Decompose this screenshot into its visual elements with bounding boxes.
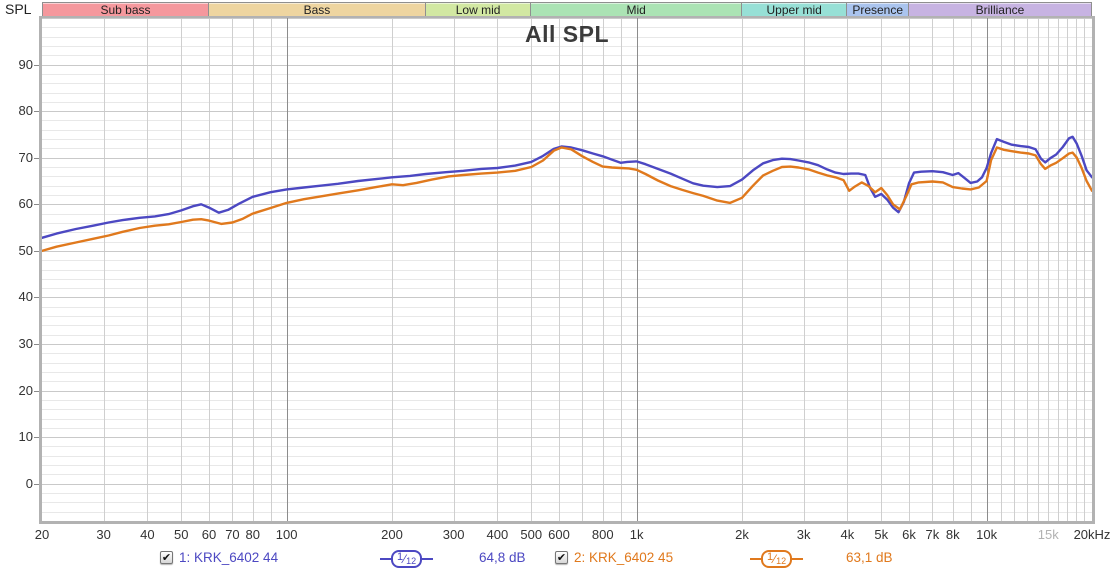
plot-area[interactable] — [39, 16, 1095, 524]
x-tick-label: 3k — [796, 527, 811, 542]
x-tick-label: 500 — [520, 527, 543, 542]
band-brilliance: Brilliance — [908, 2, 1092, 17]
x-tick-label: 1k — [629, 527, 644, 542]
band-label: Bass — [303, 2, 331, 17]
smoothing-badge-2[interactable]: 1 ⁄ 12 — [750, 550, 804, 568]
x-tick-label: 4k — [840, 527, 855, 542]
x-tick-label: 30 — [96, 527, 111, 542]
y-tick-mark — [34, 390, 39, 392]
y-tick-label: 60 — [18, 196, 33, 212]
y-tick-mark — [34, 64, 39, 66]
x-tick-label: 15k — [1037, 527, 1059, 542]
y-tick-label: 90 — [18, 56, 33, 72]
legend-label-1[interactable]: 1: KRK_6402 44 — [179, 550, 279, 565]
badge-wire-right — [792, 558, 804, 560]
y-tick-mark — [34, 344, 39, 346]
x-tick-label: 60 — [201, 527, 217, 542]
band-sub-bass: Sub bass — [42, 2, 209, 17]
band-bass: Bass — [208, 2, 426, 17]
badge-wire-right — [422, 558, 434, 560]
x-tick-label: 70 — [225, 527, 240, 542]
y-tick-mark — [34, 483, 39, 485]
smoothing-fraction: 1 ⁄ 12 — [761, 550, 793, 568]
x-tick-label: 6k — [902, 527, 916, 542]
legend-checkbox-2[interactable]: ✔ — [555, 551, 568, 564]
y-tick-mark — [34, 111, 39, 113]
spl-chart[interactable] — [42, 18, 1092, 521]
band-label: Upper mid — [766, 2, 822, 17]
frequency-band-strip: Sub bass Bass Low mid Mid Upper mid Presence B… — [42, 2, 1092, 17]
legend-value-2: 63,1 dB — [846, 550, 893, 565]
legend-checkbox-1[interactable]: ✔ — [160, 551, 173, 564]
y-axis-title: SPL — [5, 1, 32, 17]
band-upper-mid: Upper mid — [742, 2, 848, 17]
band-low-mid: Low mid — [425, 2, 532, 17]
band-mid: Mid — [531, 2, 742, 17]
band-label: Low mid — [455, 2, 501, 17]
x-tick-label: 20kHz — [1073, 527, 1110, 542]
x-tick-label: 100 — [275, 527, 298, 542]
y-tick-label: 10 — [18, 429, 33, 445]
x-tick-label: 7k — [925, 527, 940, 542]
band-label: Sub bass — [100, 2, 151, 17]
x-tick-label: 40 — [140, 527, 155, 542]
band-presence: Presence — [847, 2, 909, 17]
band-label: Brilliance — [975, 2, 1025, 17]
y-tick-label: 40 — [18, 289, 33, 305]
y-tick-mark — [34, 250, 39, 252]
x-tick-label: 2k — [735, 527, 749, 542]
y-tick-mark — [34, 157, 39, 159]
y-tick-label: 0 — [25, 475, 33, 491]
y-tick-mark — [34, 297, 39, 299]
y-tick-label: 20 — [18, 382, 33, 398]
x-tick-label: 300 — [442, 527, 465, 542]
trace-2-krk-6402-45 — [42, 146, 1092, 253]
smoothing-fraction: 1 ⁄ 12 — [391, 550, 423, 568]
x-tick-label: 400 — [486, 527, 509, 542]
band-label: Presence — [852, 2, 904, 17]
y-tick-mark — [34, 204, 39, 206]
smoothing-badge-1[interactable]: 1 ⁄ 12 — [380, 550, 434, 568]
x-tick-label: 8k — [945, 527, 960, 542]
x-tick-label: 5k — [874, 527, 889, 542]
y-tick-label: 80 — [18, 103, 33, 119]
x-tick-label: 800 — [591, 527, 614, 542]
badge-wire-left — [750, 558, 761, 560]
x-tick-label: 200 — [381, 527, 403, 542]
y-tick-label: 30 — [18, 336, 33, 352]
x-tick-label: 10k — [976, 527, 998, 542]
legend-value-1: 64,8 dB — [479, 550, 526, 565]
legend-label-2[interactable]: 2: KRK_6402 45 — [574, 550, 674, 565]
x-tick-label: 20 — [34, 527, 50, 542]
x-tick-label: 50 — [174, 527, 189, 542]
y-tick-label: 50 — [18, 242, 33, 258]
y-tick-mark — [34, 437, 39, 439]
x-tick-label: 80 — [245, 527, 260, 542]
badge-wire-left — [380, 558, 391, 560]
y-tick-label: 70 — [18, 149, 33, 165]
band-label: Mid — [626, 2, 646, 17]
trace-1-krk-6402-44 — [42, 135, 1092, 240]
x-tick-label: 600 — [548, 527, 570, 542]
